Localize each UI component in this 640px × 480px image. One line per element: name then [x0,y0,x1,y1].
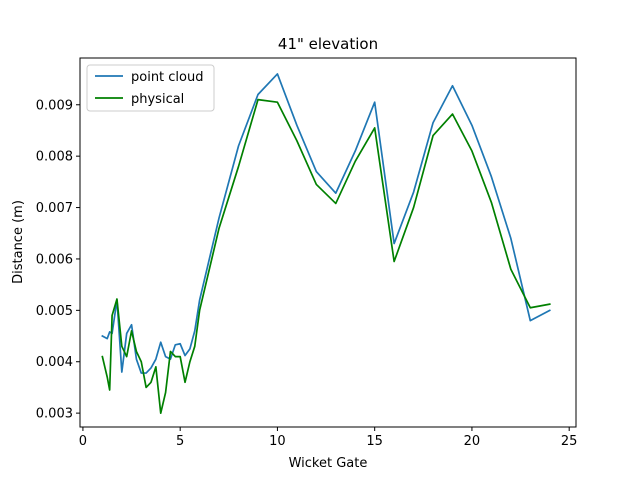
x-tick-label: 0 [79,434,87,449]
axis-ticks: 0 5 10 15 20 25 0.003 0.004 0.005 0.006 0.007 0.008… [36,98,578,449]
y-tick-label: 0.009 [36,98,73,113]
x-axis-label: Wicket Gate [289,456,368,471]
y-tick-label: 0.003 [36,407,73,422]
x-tick-label: 20 [464,434,481,449]
y-tick-label: 0.004 [36,355,73,370]
series-lines [101,73,551,414]
y-tick-label: 0.007 [36,201,73,216]
series-line-physical [101,98,551,414]
series-line-point-cloud [101,73,551,374]
y-axis-label: Distance (m) [11,200,26,284]
x-tick-label: 25 [561,434,578,449]
chart-title: 41" elevation [278,35,378,53]
legend: point cloud physical [86,64,215,112]
y-tick-label: 0.006 [36,252,73,267]
y-tick-label: 0.005 [36,304,73,319]
plot-frame [79,57,577,428]
y-tick-label: 0.008 [36,150,73,165]
legend-label-physical: physical [131,92,184,107]
legend-label-point-cloud: point cloud [131,70,204,85]
x-tick-label: 15 [366,434,383,449]
x-tick-label: 5 [176,434,184,449]
x-tick-label: 10 [269,434,286,449]
